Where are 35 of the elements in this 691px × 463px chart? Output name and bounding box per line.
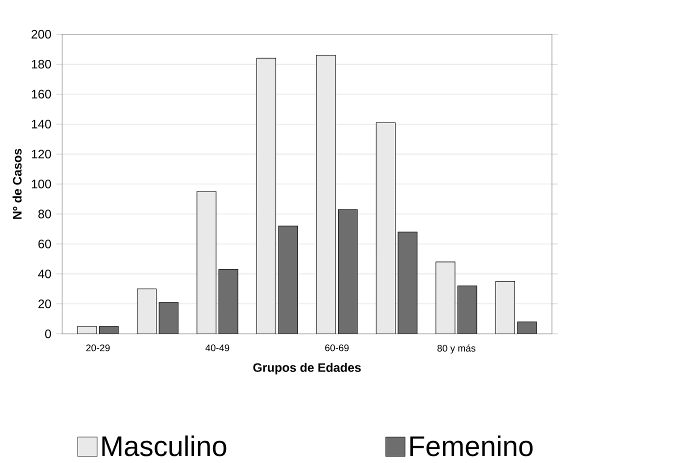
x-axis-title: Grupos de Edades: [253, 362, 361, 374]
bar: [278, 226, 298, 334]
y-tick-label: 40: [38, 269, 51, 278]
bar: [196, 191, 216, 334]
y-tick-label: 160: [32, 90, 51, 98]
bar: [159, 302, 178, 334]
x-tick-label: 20-29: [86, 344, 110, 352]
bar: [517, 321, 537, 334]
bar: [256, 58, 276, 334]
y-tick-label: 180: [32, 60, 51, 68]
bar: [398, 232, 418, 334]
y-tick-label: 60: [38, 239, 51, 248]
bar: [495, 280, 516, 334]
bar: [77, 326, 97, 334]
y-tick-label: 100: [32, 179, 51, 188]
bar: [376, 122, 396, 334]
y-axis-title: Nº de Casos: [12, 148, 22, 219]
bar: [458, 286, 477, 334]
x-tick-label: 80 y más: [437, 344, 476, 354]
y-tick-label: 140: [32, 120, 51, 128]
y-tick-label: 80: [38, 209, 51, 218]
bar: [436, 262, 456, 334]
bar: [338, 209, 358, 334]
y-tick-label: 0: [45, 329, 51, 338]
bar: [316, 54, 336, 334]
y-tick-label: 120: [32, 149, 51, 158]
y-tick-label: 20: [38, 299, 51, 308]
bar: [99, 326, 118, 334]
x-tick-label: 60-69: [325, 344, 349, 352]
bar: [218, 269, 238, 334]
y-tick-label: 200: [32, 30, 51, 38]
x-tick-label: 40-49: [205, 344, 230, 352]
legend-label: Masculino: [102, 435, 226, 456]
legend-label: Femenino: [410, 435, 533, 456]
bar: [137, 288, 156, 334]
